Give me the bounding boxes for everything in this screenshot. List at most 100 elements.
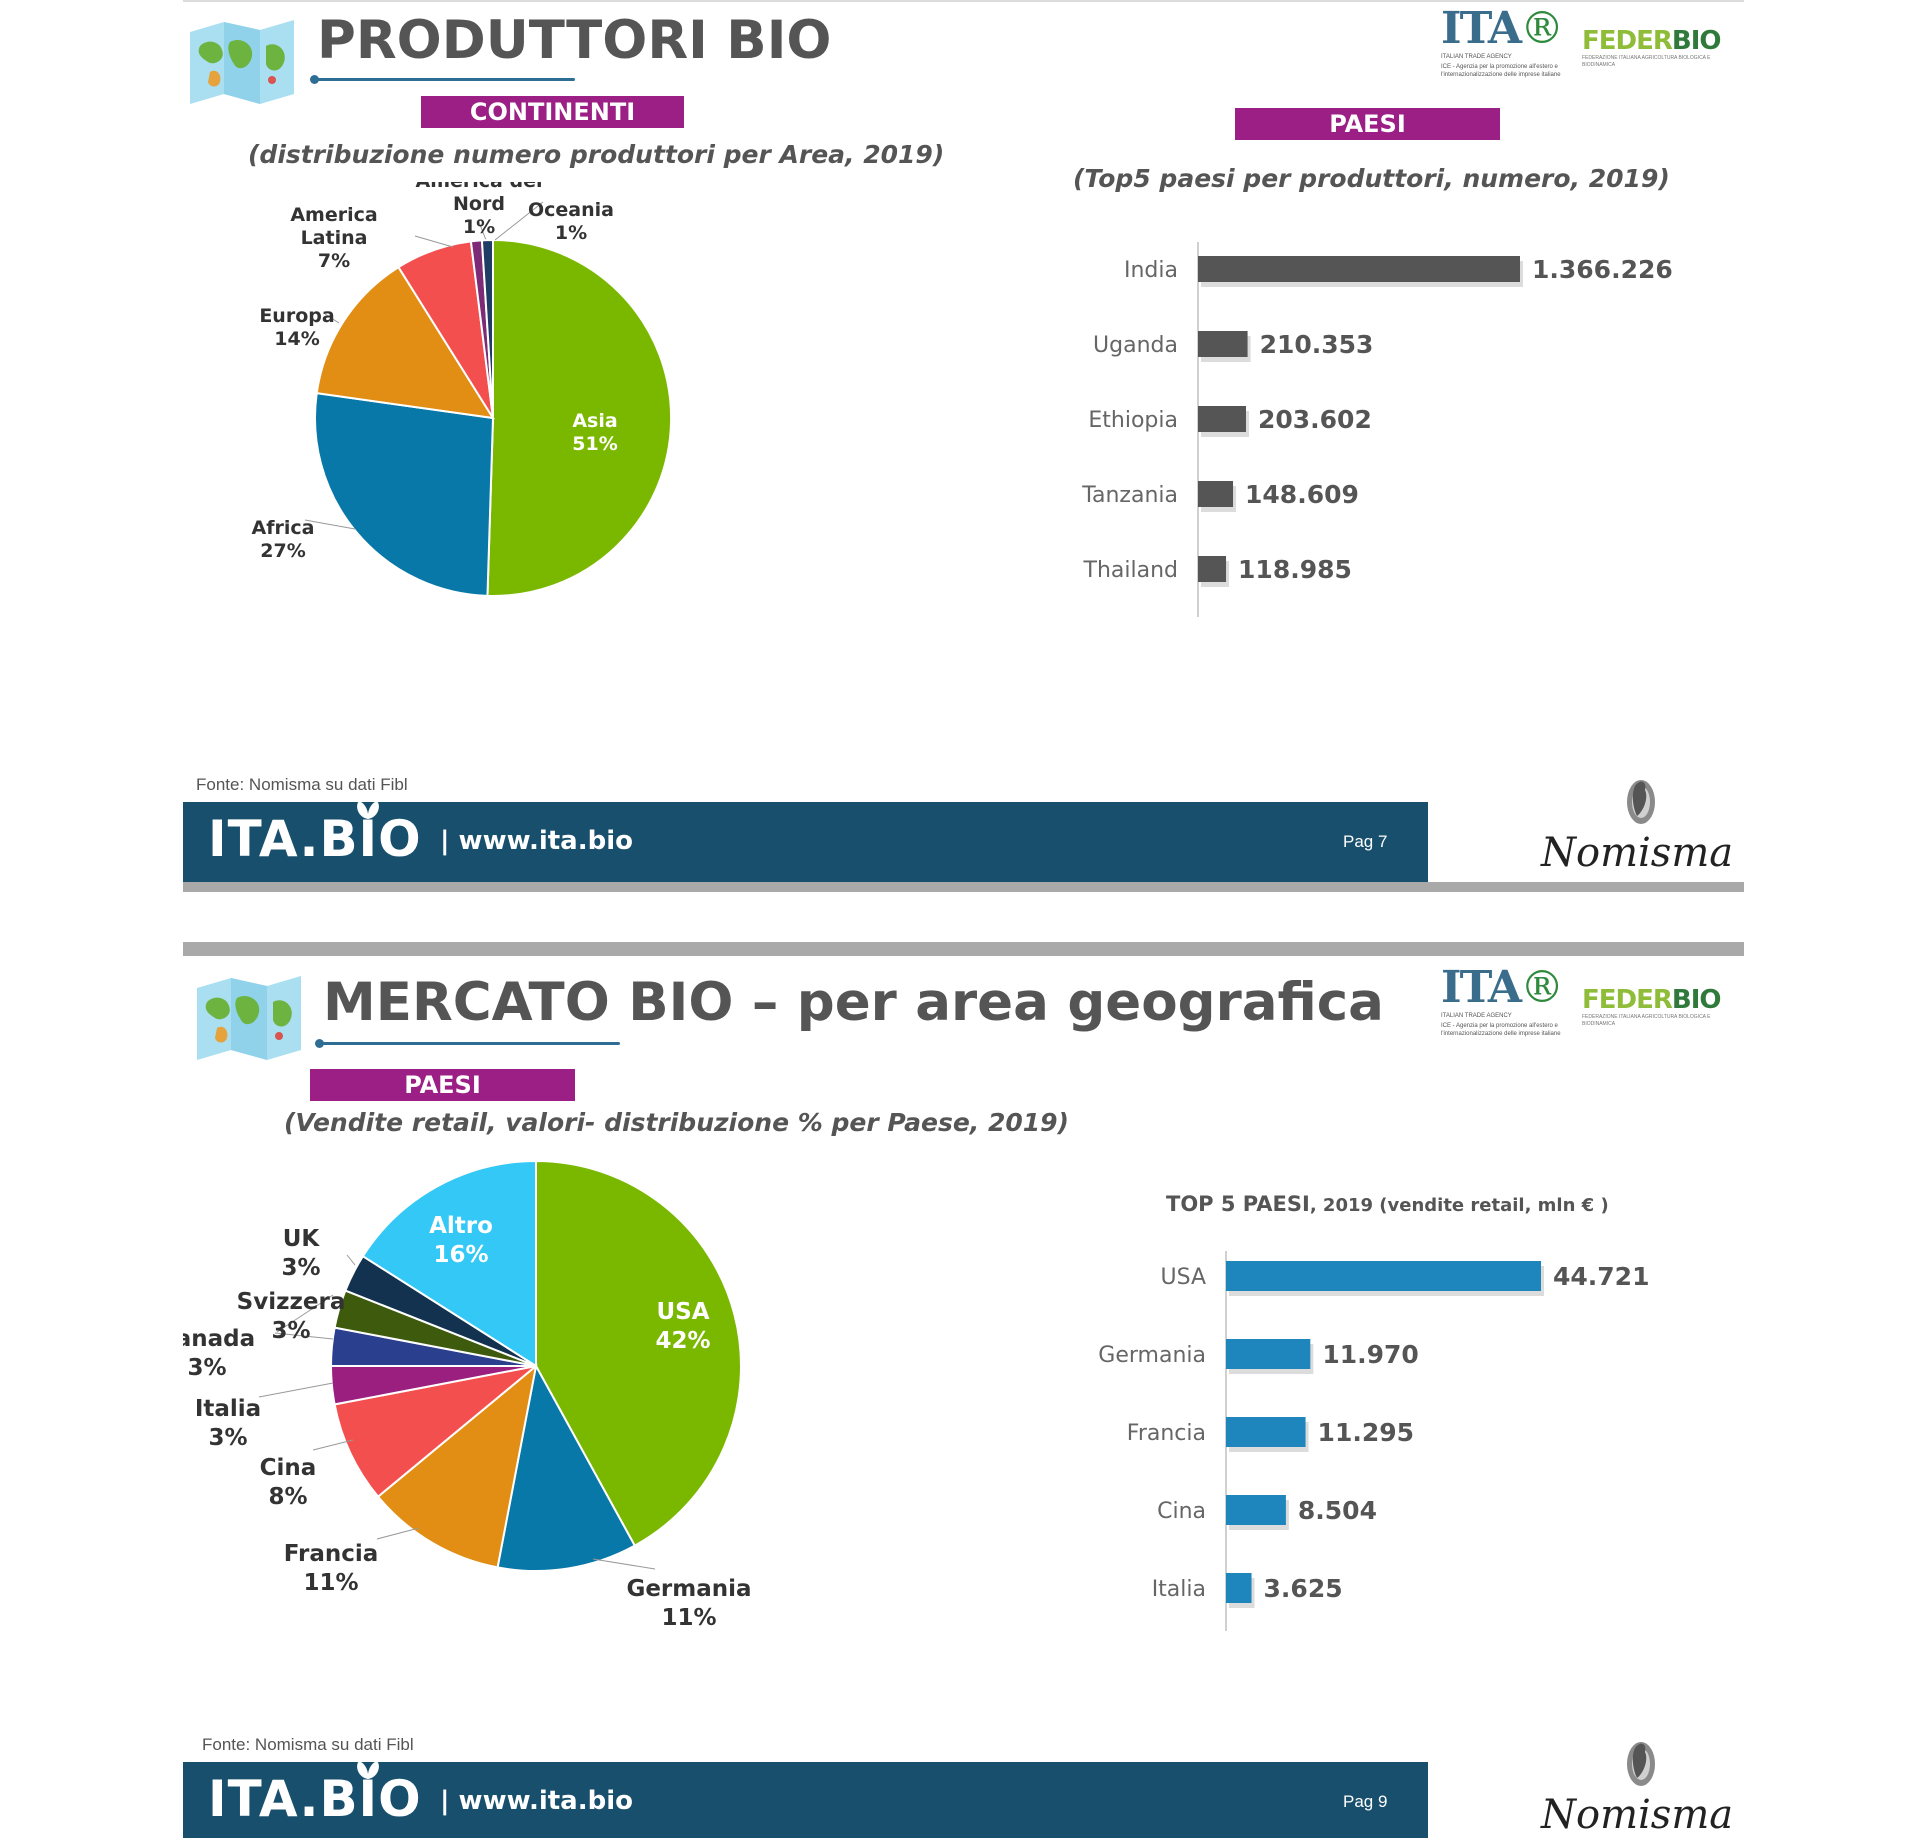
bar-category-uganda: Uganda (1093, 333, 1178, 358)
bar-category-italia: Italia (1152, 1577, 1206, 1602)
ita-logo: ITA® ITALIAN TRADE AGENCY ICE - Agenzia … (1441, 966, 1571, 1046)
leader-line-francia (376, 1527, 420, 1540)
bar-thailand (1198, 556, 1227, 582)
page-title: PRODUTTORI BIO (317, 10, 832, 71)
source-note: Fonte: Nomisma su dati Fibl (196, 775, 408, 794)
ita-logo-description: ICE - Agenzia per la promozione all'este… (1441, 1023, 1561, 1037)
bar-value-italia: 3.625 (1264, 1574, 1343, 1603)
bar-value-ethiopia: 203.602 (1258, 405, 1372, 434)
bar-category-francia: Francia (1127, 1421, 1206, 1446)
pie-slice-asia (486, 238, 673, 597)
pie-label-america-latina: America (290, 204, 377, 226)
bar-category-usa: USA (1160, 1265, 1206, 1290)
pie-slice-oceania (480, 238, 494, 419)
pie-slice-altro (361, 1159, 537, 1368)
bar-francia (1226, 1417, 1306, 1447)
bar-italia (1226, 1573, 1252, 1603)
leader-line-uk (346, 1254, 356, 1266)
bar-tanzania (1198, 481, 1234, 507)
leader-line-oceania (494, 201, 544, 241)
bar-value-germania: 11.970 (1322, 1340, 1418, 1369)
bar-value-usa: 44.721 (1553, 1262, 1649, 1291)
footer-bar: ITA.BIO | www.ita.bio Pag 7 (183, 801, 1428, 882)
bar-ethiopia (1198, 406, 1246, 432)
world-map-icon (197, 976, 301, 1060)
pie-label-svizzera: Svizzera (237, 1289, 346, 1315)
pie-value-oceania: 1% (555, 222, 587, 244)
leader-line-canada (274, 1332, 334, 1340)
bar-value-francia: 11.295 (1318, 1418, 1414, 1447)
leader-line-europa (324, 313, 340, 324)
world-map-icon (190, 20, 294, 104)
bar-category-germania: Germania (1098, 1343, 1206, 1368)
leader-line-germania (592, 1558, 656, 1570)
leaf-icon (357, 801, 379, 819)
pie-label-america-del-nord: Nord (453, 193, 505, 215)
ita-logo: ITA® ITALIAN TRADE AGENCY ICE - Agenzia … (1441, 7, 1571, 87)
tag-continenti: CONTINENTI (421, 96, 684, 128)
nomisma-logo: Nomisma (1541, 772, 1733, 882)
pie-value-asia: 51% (572, 433, 617, 455)
pie-label-germania: Germania (626, 1576, 751, 1602)
pie-subtitle: (Vendite retail, valori- distribuzione %… (284, 1108, 1069, 1137)
website-link[interactable]: | www.ita.bio (440, 1786, 633, 1816)
website-link[interactable]: | www.ita.bio (440, 826, 633, 856)
ita-logo-subtitle: ITALIAN TRADE AGENCY (1441, 1013, 1512, 1019)
top5-producers-bar-chart: India 1.366.226 Uganda 210.353 Ethiopia 203.6… (1081, 242, 1673, 617)
title-underline (315, 1039, 620, 1048)
bar-usa (1226, 1261, 1541, 1291)
pie-label-canada: Canada (183, 1326, 255, 1352)
footer-rule (183, 882, 1744, 892)
pie-slice-germania (496, 1363, 637, 1572)
pie-label-usa: USA (656, 1299, 709, 1325)
bar-india (1198, 256, 1520, 282)
pie-value-usa: 42% (655, 1328, 710, 1354)
bar-value-uganda: 210.353 (1260, 330, 1374, 359)
pie-value-francia: 11% (303, 1570, 358, 1596)
pie-subtitle: (distribuzione numero produttori per Are… (248, 140, 945, 169)
bar-value-thailand: 118.985 (1238, 555, 1352, 584)
pie-value-america-latina: 7% (318, 250, 350, 272)
pie-value-svizzera: 3% (271, 1318, 310, 1344)
itabio-logo: ITA.BIO (208, 810, 422, 868)
federbio-logo: FEDERBIO FEDERAZIONE ITALIANA AGRICOLTUR… (1582, 27, 1732, 68)
leader-line-africa (304, 519, 356, 530)
pie-label-cina: Cina (260, 1455, 317, 1481)
title-underline (310, 75, 575, 84)
nomisma-emblem-icon (1627, 1742, 1655, 1786)
pie-label-francia: Francia (284, 1541, 379, 1567)
source-note: Fonte: Nomisma su dati Fibl (202, 1735, 414, 1754)
pie-slice-usa (535, 1159, 742, 1547)
leader-line-svizzera (276, 1294, 334, 1333)
pie-label-italia: Italia (195, 1396, 261, 1422)
pie-slice-cina (333, 1365, 537, 1499)
nomisma-logo: Nomisma (1541, 1734, 1733, 1838)
bar-value-india: 1.366.226 (1532, 255, 1673, 284)
pie-label-uk: UK (283, 1226, 321, 1252)
ita-logo-mark: ITA® (1441, 3, 1564, 54)
page-number: Pag 9 (1343, 1792, 1388, 1811)
leader-line-italia (258, 1382, 334, 1398)
bar-subtitle: (Top5 paesi per produttori, numero, 2019… (1073, 164, 1670, 193)
pie-value-europa: 14% (274, 328, 319, 350)
slide-produttori-bio: PRODUTTORI BIO ITA® ITALIAN TRADE AGENCY… (183, 0, 1744, 892)
federbio-logo: FEDERBIO FEDERAZIONE ITALIANA AGRICOLTUR… (1582, 986, 1732, 1027)
pie-label-europa: Europa (259, 305, 334, 327)
bar-category-cina: Cina (1157, 1499, 1206, 1524)
pie-label-america-latina: Latina (301, 227, 368, 249)
ita-logo-subtitle: ITALIAN TRADE AGENCY (1441, 54, 1512, 60)
pie-slice-europa (315, 265, 495, 420)
leader-line-cina (312, 1439, 354, 1451)
bar-value-cina: 8.504 (1298, 1496, 1377, 1525)
itabio-logo: ITA.BIO (208, 1770, 422, 1828)
pie-label-altro: Altro (429, 1213, 493, 1239)
pie-value-altro: 16% (433, 1242, 488, 1268)
bar-cina (1226, 1495, 1286, 1525)
pie-label-america-del-nord: America del (416, 182, 543, 192)
pie-value-america-del-nord: 1% (463, 216, 495, 238)
bar-category-thailand: Thailand (1083, 558, 1178, 583)
pie-label-africa: Africa (252, 517, 315, 539)
leader-line-america-latina (414, 235, 454, 248)
pie-slice-africa (314, 392, 495, 597)
